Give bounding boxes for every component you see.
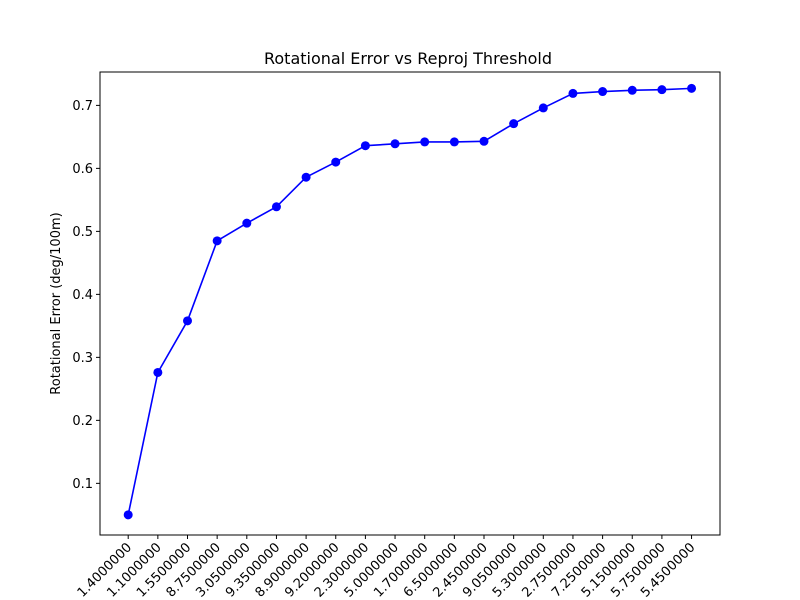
data-point <box>331 157 341 167</box>
y-axis-ticks: 0.1 0.2 0.3 0.4 0.5 0.6 0.7 <box>72 99 100 492</box>
data-point <box>538 103 548 113</box>
data-point <box>420 137 430 147</box>
y-tick-label: 0.7 <box>72 99 93 114</box>
y-axis-label: Rotational Error (deg/100m) <box>49 212 64 394</box>
data-point <box>390 139 400 149</box>
data-point <box>598 87 608 97</box>
data-point <box>212 236 222 246</box>
data-point <box>183 316 192 326</box>
data-point <box>153 367 163 377</box>
data-point <box>479 136 489 146</box>
data-point <box>123 510 133 520</box>
data-point <box>360 141 370 151</box>
series-line <box>127 87 692 516</box>
chart-title: Rotational Error vs Reproj Threshold <box>264 49 552 68</box>
y-tick-label: 0.6 <box>72 162 93 177</box>
y-tick-label: 0.4 <box>72 288 93 303</box>
y-tick-label: 0.5 <box>72 225 93 240</box>
y-tick-label: 0.3 <box>72 351 93 366</box>
data-point <box>271 202 281 212</box>
data-point <box>242 218 252 228</box>
data-point <box>687 83 697 93</box>
y-tick-label: 0.2 <box>72 414 93 429</box>
plot-area <box>99 71 721 536</box>
data-point <box>301 172 311 182</box>
series-layer <box>123 83 697 520</box>
data-point <box>449 137 459 147</box>
data-point <box>568 88 578 98</box>
data-point <box>509 119 519 129</box>
data-point <box>627 85 637 95</box>
data-point <box>657 85 667 95</box>
x-axis-ticks: 1.40000001.10000001.55000008.75000003.05… <box>75 535 698 600</box>
y-tick-label: 0.1 <box>72 477 93 492</box>
